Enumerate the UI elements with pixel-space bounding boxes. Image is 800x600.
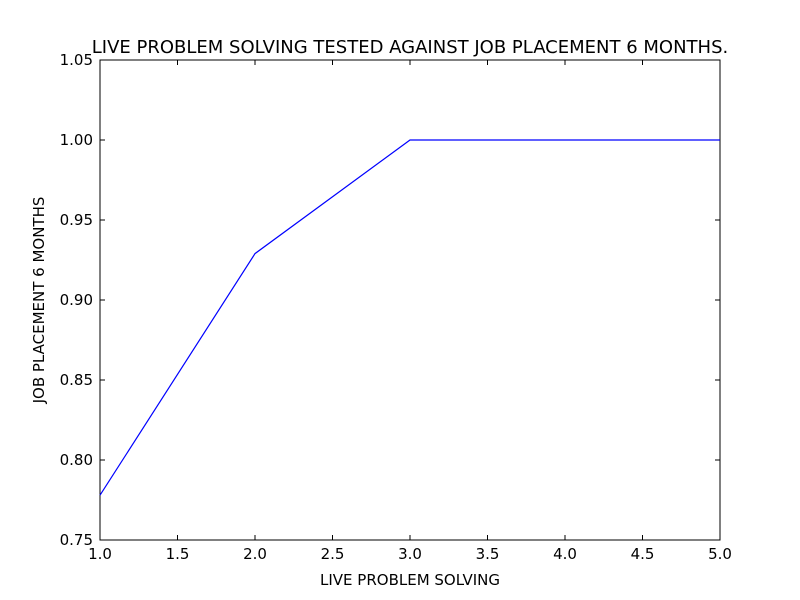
y-tick-label: 0.95 — [60, 211, 93, 229]
y-tick-label: 0.80 — [60, 451, 93, 469]
x-tick-label: 2.0 — [243, 545, 267, 563]
x-tick-label: 4.5 — [631, 545, 655, 563]
y-axis-label: JOB PLACEMENT 6 MONTHS — [30, 197, 48, 405]
x-tick-label: 3.0 — [398, 545, 422, 563]
x-axis-label: LIVE PROBLEM SOLVING — [320, 571, 500, 589]
x-tick-label: 1.0 — [88, 545, 112, 563]
series-line — [99, 139, 720, 496]
y-tick-label: 1.00 — [60, 131, 93, 149]
chart-title: LIVE PROBLEM SOLVING TESTED AGAINST JOB … — [92, 37, 728, 58]
y-tick-label: 0.90 — [60, 291, 93, 309]
axes-frame — [99, 59, 721, 541]
x-tick-label: 4.0 — [553, 545, 577, 563]
x-tick-label: 5.0 — [708, 545, 732, 563]
x-tick-label: 3.5 — [476, 545, 500, 563]
x-tick-label: 1.5 — [166, 545, 190, 563]
x-tick-label: 2.5 — [321, 545, 345, 563]
plot-area: 1.0 1.5 2.0 2.5 3.0 3.5 4.0 4.5 5.0 0.75 0.80 0.85 0… — [60, 51, 732, 563]
y-tick-label: 0.75 — [60, 531, 93, 549]
y-tick-label: 1.05 — [60, 51, 93, 69]
y-tick-label: 0.85 — [60, 371, 93, 389]
